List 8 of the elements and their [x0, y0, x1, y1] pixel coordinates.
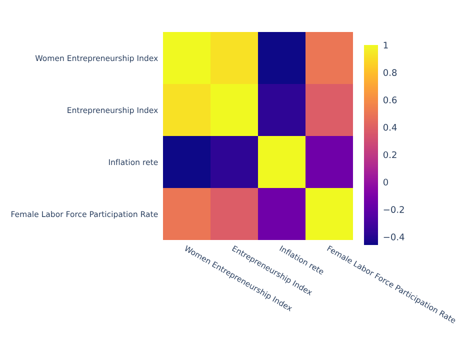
- color-bar-label: 0.4: [383, 124, 397, 131]
- color-bar-label: 0.8: [383, 69, 397, 76]
- color-bar-label: −0.4: [384, 234, 404, 240]
- color-bar-label: 1: [384, 42, 388, 48]
- color-bar-label: −0.2: [384, 206, 404, 213]
- color-bar-label: 0: [383, 178, 388, 186]
- color-bar-label: 0.2: [383, 151, 396, 158]
- color-bar-label: 0.6: [383, 96, 397, 104]
